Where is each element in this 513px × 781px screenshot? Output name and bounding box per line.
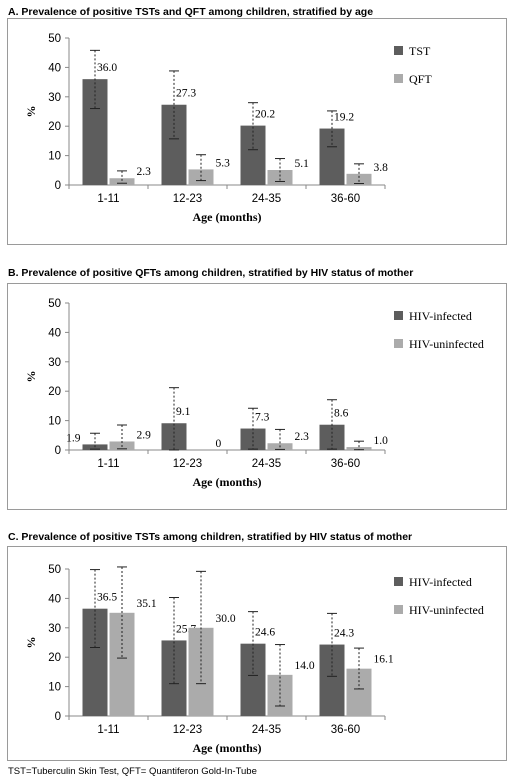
y-tick-label: 10 xyxy=(48,416,61,428)
y-tick-label: 20 xyxy=(48,652,61,664)
x-tick-label: 1-11 xyxy=(97,193,119,205)
bar xyxy=(346,668,372,716)
legend-swatch xyxy=(394,577,403,586)
data-label: 3.8 xyxy=(374,162,389,174)
legend-label: HIV-uninfected xyxy=(409,603,484,617)
bar xyxy=(346,447,372,450)
data-label: 8.6 xyxy=(334,408,349,420)
x-tick-label: 24-35 xyxy=(252,458,281,470)
panel-c-title: C. Prevalence of positive TSTs among chi… xyxy=(8,531,413,543)
data-label: 36.5 xyxy=(97,592,117,604)
bar xyxy=(240,643,266,716)
data-label: 30.0 xyxy=(216,613,236,625)
y-tick-label: 0 xyxy=(55,711,61,723)
data-label: 1.0 xyxy=(374,435,389,447)
x-axis-title: Age (months) xyxy=(193,475,262,489)
x-tick-label: 36-60 xyxy=(331,193,360,205)
data-label: 19.2 xyxy=(334,112,354,124)
y-tick-label: 30 xyxy=(48,92,61,104)
data-label: 2.9 xyxy=(137,429,152,441)
x-tick-label: 24-35 xyxy=(252,724,281,736)
bar xyxy=(82,608,108,716)
data-label: 1.9 xyxy=(66,432,81,444)
y-tick-label: 40 xyxy=(48,62,61,74)
legend-swatch xyxy=(394,74,403,83)
y-tick-label: 40 xyxy=(48,593,61,605)
data-label: 35.1 xyxy=(137,598,157,610)
legend-label: QFT xyxy=(409,72,432,86)
x-tick-label: 12-23 xyxy=(173,458,202,470)
y-tick-label: 40 xyxy=(48,327,61,339)
data-label: 20.2 xyxy=(255,109,275,121)
y-axis-title: % xyxy=(24,637,38,649)
y-axis-title: % xyxy=(24,371,38,383)
data-label: 7.3 xyxy=(255,412,270,424)
bar xyxy=(240,428,266,450)
x-tick-label: 36-60 xyxy=(331,724,360,736)
y-tick-label: 0 xyxy=(55,180,61,192)
data-label: 24.6 xyxy=(255,627,275,639)
y-tick-label: 50 xyxy=(48,33,61,45)
x-axis-title: Age (months) xyxy=(193,741,262,755)
bar xyxy=(82,79,108,185)
data-label: 2.3 xyxy=(137,166,152,178)
x-tick-label: 24-35 xyxy=(252,193,281,205)
legend-label: HIV-uninfected xyxy=(409,337,484,351)
y-tick-label: 0 xyxy=(55,445,61,457)
data-label: 2.3 xyxy=(295,431,310,443)
bar xyxy=(267,170,293,185)
y-tick-label: 50 xyxy=(48,298,61,310)
y-tick-label: 20 xyxy=(48,121,61,133)
x-tick-label: 12-23 xyxy=(173,724,202,736)
data-label: 9.1 xyxy=(176,406,191,418)
bar xyxy=(188,169,214,185)
y-tick-label: 30 xyxy=(48,357,61,369)
panel-a-frame xyxy=(7,18,507,245)
y-tick-label: 50 xyxy=(48,564,61,576)
y-tick-label: 10 xyxy=(48,151,61,163)
data-label: 0 xyxy=(216,438,222,450)
y-axis-title: % xyxy=(24,106,38,118)
data-label: 5.1 xyxy=(295,158,310,170)
bar xyxy=(319,644,345,716)
bar xyxy=(109,178,135,185)
data-label: 16.1 xyxy=(374,654,394,666)
legend-swatch xyxy=(394,339,403,348)
data-label: 36.0 xyxy=(97,62,117,74)
data-label: 14.0 xyxy=(295,660,315,672)
bar xyxy=(109,612,135,716)
panel-b-frame xyxy=(7,283,507,510)
footnote: TST=Tuberculin Skin Test, QFT= Quantifer… xyxy=(8,766,257,777)
bar xyxy=(346,173,372,185)
panel-a-title: A. Prevalence of positive TSTs and QFT a… xyxy=(8,6,374,18)
y-tick-label: 20 xyxy=(48,386,61,398)
legend-swatch xyxy=(394,46,403,55)
y-tick-label: 30 xyxy=(48,623,61,635)
y-tick-label: 10 xyxy=(48,682,61,694)
legend-label: TST xyxy=(409,44,431,58)
x-tick-label: 1-11 xyxy=(97,458,119,470)
panel-c-frame xyxy=(7,546,507,761)
x-tick-label: 12-23 xyxy=(173,193,202,205)
legend-swatch xyxy=(394,311,403,320)
x-tick-label: 1-11 xyxy=(97,724,119,736)
data-label: 27.3 xyxy=(176,88,196,100)
data-label: 5.3 xyxy=(216,157,231,169)
panel-b-title: B. Prevalence of positive QFTs among chi… xyxy=(8,267,414,279)
data-label: 24.3 xyxy=(334,628,354,640)
bar xyxy=(319,128,345,185)
legend-label: HIV-infected xyxy=(409,575,472,589)
bar xyxy=(161,104,187,185)
x-tick-label: 36-60 xyxy=(331,458,360,470)
legend-label: HIV-infected xyxy=(409,309,472,323)
x-axis-title: Age (months) xyxy=(193,210,262,224)
legend-swatch xyxy=(394,605,403,614)
